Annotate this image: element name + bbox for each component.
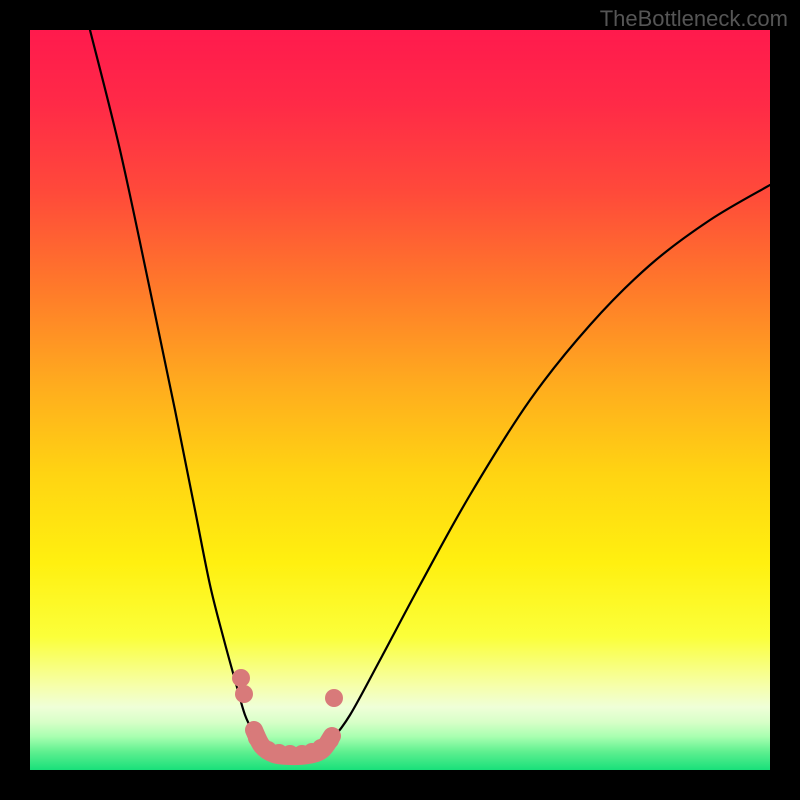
marker-dot xyxy=(232,669,250,687)
gradient-background xyxy=(30,30,770,770)
chart-container: TheBottleneck.com xyxy=(0,0,800,800)
marker-dot xyxy=(321,731,339,749)
marker-dot xyxy=(235,685,253,703)
plot-area xyxy=(30,30,770,770)
watermark-text: TheBottleneck.com xyxy=(600,6,788,32)
chart-svg xyxy=(30,30,770,770)
marker-dot xyxy=(325,689,343,707)
